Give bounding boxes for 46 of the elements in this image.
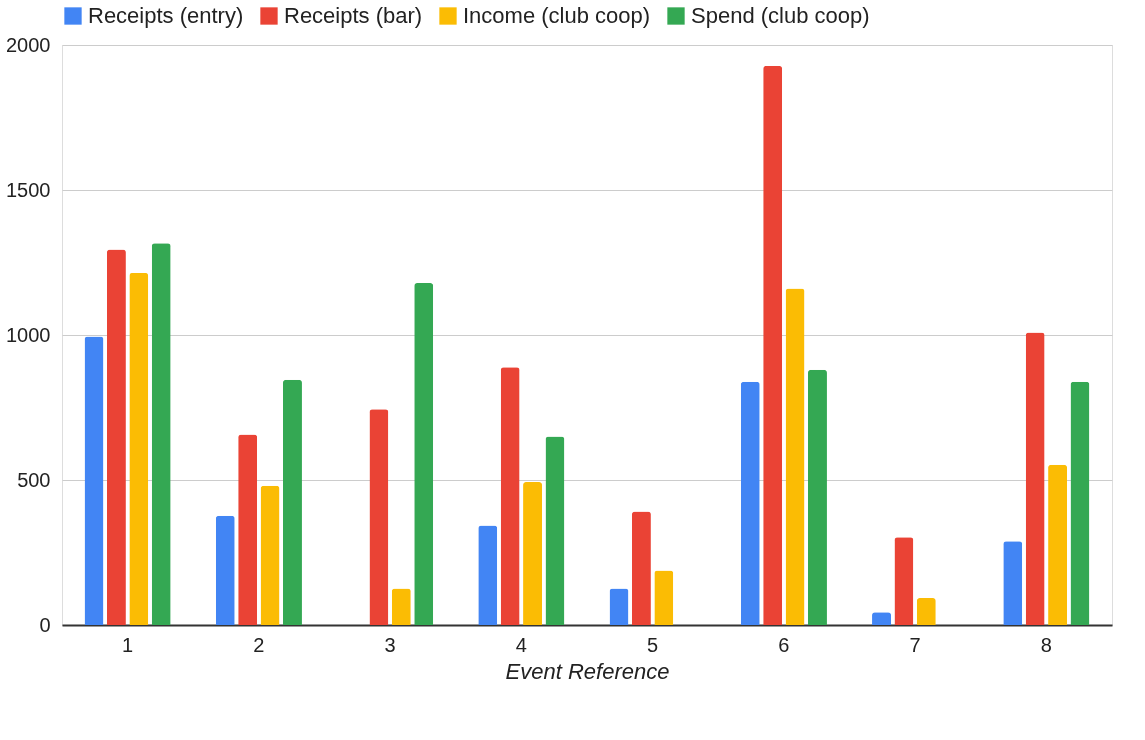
x-tick-label: 8: [1040, 633, 1052, 656]
bar: [1025, 332, 1045, 625]
y-tick-label: 1000: [6, 323, 51, 346]
x-axis-title: Event Reference: [505, 658, 670, 684]
bar: [500, 367, 520, 625]
x-tick-label: 4: [515, 633, 527, 656]
bar: [260, 485, 280, 625]
x-tick-label: 1: [122, 633, 134, 656]
y-tick-label: 500: [17, 468, 51, 491]
bar: [894, 537, 914, 625]
bar: [523, 482, 543, 625]
x-tick-label: 3: [384, 633, 396, 656]
bar: [84, 336, 104, 625]
legend-label: Receipts (bar): [284, 3, 423, 28]
bar: [916, 598, 936, 625]
bar: [369, 409, 389, 625]
bar: [631, 511, 651, 625]
x-tick-label: 2: [253, 633, 265, 656]
bar: [238, 434, 258, 625]
bar: [807, 369, 827, 625]
bar: [763, 65, 783, 625]
bar: [106, 249, 126, 625]
bar: [391, 588, 411, 625]
bar: [129, 272, 149, 625]
bar: [654, 570, 674, 625]
bar: [609, 588, 629, 625]
bar: [478, 525, 498, 625]
bar: [785, 288, 805, 625]
y-tick-label: 2000: [6, 33, 51, 56]
bar: [215, 515, 235, 625]
bar: [1070, 381, 1090, 625]
bar: [1048, 464, 1068, 625]
x-tick-label: 6: [778, 633, 790, 656]
legend-label: Receipts (entry): [88, 3, 244, 28]
bar: [282, 379, 302, 625]
legend-label: Income (club coop): [463, 3, 651, 28]
bar: [151, 243, 171, 625]
legend-label: Spend (club coop): [691, 3, 870, 28]
y-tick-label: 0: [39, 613, 51, 636]
y-tick-label: 1500: [6, 178, 51, 201]
x-tick-label: 7: [909, 633, 921, 656]
bar: [545, 436, 565, 625]
bar: [1003, 541, 1023, 625]
bar: [414, 283, 434, 625]
bar: [740, 381, 760, 625]
x-tick-label: 5: [647, 633, 659, 656]
